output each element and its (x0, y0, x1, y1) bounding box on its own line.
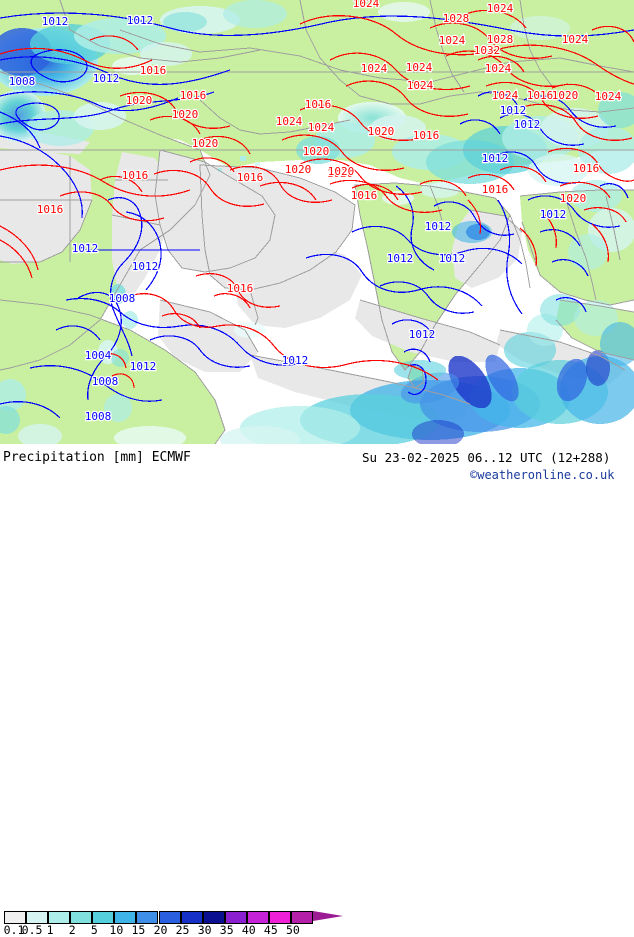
isobar-label: 1024 (492, 89, 519, 102)
isobar-label: 1020 (560, 192, 587, 205)
colorbar-tick: 10 (109, 923, 124, 937)
isobar-label: 1028 (443, 12, 470, 25)
isobar-label: 1024 (595, 90, 622, 103)
colorbar-tick: 25 (175, 923, 190, 937)
colorbar-tick: 2 (68, 923, 76, 937)
border-layer (0, 0, 634, 444)
isobar-label: 1020 (303, 145, 330, 158)
isobar-label: 1012 (132, 260, 159, 273)
isobar-label: 1016 (122, 169, 149, 182)
colorbar-tick: 35 (219, 923, 234, 937)
isobar-label: 1012 (282, 354, 309, 367)
isobar-high-lines (0, 9, 634, 389)
isobar-label: 1024 (439, 34, 466, 47)
isobar-label: 1024 (361, 62, 388, 75)
isobar-label: 1008 (92, 375, 119, 388)
isobar-label: 1012 (540, 208, 567, 221)
isobar-label: 1020 (285, 163, 312, 176)
colorbar-tick-labels: 0.1 0.5 1 2 5 10 15 20 25 30 35 40 45 50 (0, 923, 360, 937)
isobar-label: 1020 (328, 165, 355, 178)
isobar-label: 1008 (9, 75, 36, 88)
isobar-label: 1020 (192, 137, 219, 150)
isobar-label: 1012 (130, 360, 157, 373)
colorbar-tick: 45 (263, 923, 278, 937)
isobar-label: 1012 (72, 242, 99, 255)
model-run-info: Su 23-02-2025 06..12 UTC (12+288) (362, 450, 611, 465)
colorbar-tick: 5 (90, 923, 98, 937)
isobar-label: 1012 (387, 252, 414, 265)
isobar-label: 1020 (172, 108, 199, 121)
isobar-label: 1024 (353, 0, 380, 10)
isobar-label: 1020 (368, 125, 395, 138)
isobar-label: 1016 (180, 89, 207, 102)
isobar-label: 1016 (527, 89, 554, 102)
chart-title: Precipitation [mm] ECMWF (3, 450, 191, 465)
isobar-label: 1016 (413, 129, 440, 142)
isobar-label: 1012 (42, 15, 69, 28)
isobar-label: 1012 (439, 252, 466, 265)
colorbar-tick: 20 (153, 923, 168, 937)
isobar-label: 1016 (573, 162, 600, 175)
precipitation-map[interactable]: 1012 1012 1008 1012 1016 1020 1016 1020 1020 1016… (0, 0, 634, 444)
isobar-label: 1016 (140, 64, 167, 77)
isobar-label: 1012 (425, 220, 452, 233)
credit-label: ©weatheronline.co.uk (470, 468, 615, 482)
isobar-label: 1016 (237, 171, 264, 184)
isobar-label: 1012 (409, 328, 436, 341)
isobar-label: 1024 (487, 2, 514, 15)
colorbar-tick: 40 (241, 923, 256, 937)
isobar-label: 1032 (474, 44, 501, 57)
isobar-label: 1012 (514, 118, 541, 131)
isobar-label: 1024 (562, 33, 589, 46)
isobar-label: 1024 (406, 61, 433, 74)
isobar-label: 1020 (327, 167, 354, 180)
isobar-label: 1020 (126, 94, 153, 107)
isobar-label: 1024 (308, 121, 335, 134)
isobar-label: 1016 (482, 183, 509, 196)
isobar-label: 1008 (85, 410, 112, 423)
colorbar-tick: 50 (285, 923, 300, 937)
isobar-label: 1016 (351, 189, 378, 202)
isobar-label: 1020 (552, 89, 579, 102)
isobar-label: 1004 (85, 349, 112, 362)
isobar-label: 1024 (407, 79, 434, 92)
colorbar-tick: 15 (131, 923, 146, 937)
isobar-label: 1024 (485, 62, 512, 75)
isobar-low-lines (0, 12, 634, 419)
isobar-label: 1016 (305, 98, 332, 111)
colorbar-tick: 1 (46, 923, 54, 937)
isobar-label: 1012 (500, 104, 527, 117)
isobar-label: 1028 (487, 33, 514, 46)
isobar-label: 1024 (276, 115, 303, 128)
colorbar-tick: 0.5 (21, 923, 43, 937)
isobar-label: 1016 (37, 203, 64, 216)
colorbar-tick: 30 (197, 923, 212, 937)
isobar-label: 1012 (93, 72, 120, 85)
footer-bar: Precipitation [mm] ECMWF Su 23-02-2025 0… (0, 444, 634, 937)
isobar-label: 1012 (482, 152, 509, 165)
isobar-label: 1016 (227, 282, 254, 295)
isobar-label: 1008 (109, 292, 136, 305)
isobar-label: 1012 (127, 14, 154, 27)
